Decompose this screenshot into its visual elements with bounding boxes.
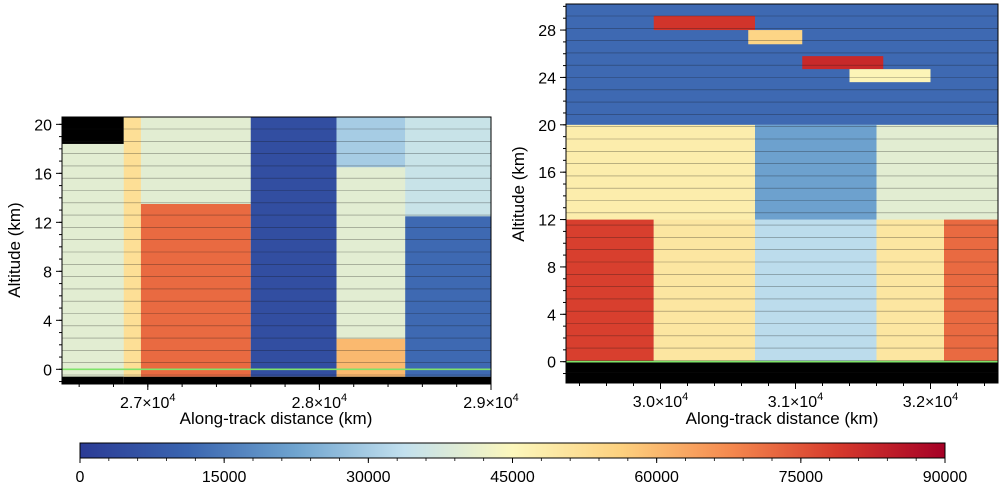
left-heatmap-cell [62, 376, 124, 384]
right-heatmap-cell [566, 219, 654, 362]
right-x-tick-exponent: 4 [952, 391, 958, 403]
left-y-axis-label: Altitude (km) [5, 202, 24, 297]
right-plot-frame [565, 3, 999, 384]
left-heatmap-cell [336, 338, 406, 377]
right-heatmap-cell [802, 56, 884, 70]
right-x-tick-mantissa: 3.0×10 [633, 394, 682, 411]
colorbar-tick-label: 0 [76, 469, 85, 486]
left-heatmap-cell [405, 216, 491, 377]
colorbar-tick-label: 60000 [634, 469, 679, 486]
right-heatmap-cell [653, 15, 755, 31]
right-heatmap-cell [566, 4, 998, 125]
right-heatmap-cell [849, 69, 931, 83]
left-x-tick-mantissa: 2.7×10 [120, 395, 169, 412]
left-x-tick-exponent: 4 [169, 392, 175, 404]
right-y-tick-label: 8 [547, 260, 556, 277]
left-heatmap-cell [140, 203, 251, 377]
right-heatmap-cell [876, 219, 944, 362]
left-heatmap-cells [62, 117, 491, 384]
right-x-tick-exponent: 4 [682, 391, 688, 403]
left-x-tick-label: 2.8×104 [292, 392, 348, 412]
left-x-tick-label: 2.7×104 [120, 392, 176, 412]
right-heatmap-cell [566, 361, 998, 383]
left-heatmap-cell [123, 376, 491, 384]
right-y-tick-label: 12 [538, 213, 556, 230]
left-y-tick-label: 12 [34, 215, 52, 232]
left-heatmap-cell [62, 117, 124, 144]
right-y-tick-label: 24 [538, 70, 556, 87]
left-y-tick-label: 4 [43, 313, 52, 330]
left-x-tick-exponent: 4 [513, 392, 519, 404]
left-heatmap-cell [140, 117, 251, 204]
right-heatmap-cells [566, 4, 998, 383]
left-heatmap-cell [336, 117, 406, 168]
colorbar-tick-label: 75000 [779, 469, 824, 486]
right-y-tick-label: 0 [547, 355, 556, 372]
right-y-axis-label: Altitude (km) [509, 146, 528, 241]
left-heatmap-cell [405, 117, 491, 217]
right-heatmap-cell [566, 124, 755, 220]
right-x-tick-label: 3.0×104 [633, 391, 689, 411]
right-heatmap-cell [755, 219, 877, 362]
left-x-tick-exponent: 4 [341, 392, 347, 404]
right-heatmap-cell [653, 219, 755, 362]
left-heatmap-cell [250, 117, 337, 377]
right-heatmap-cell [944, 219, 998, 362]
colorbar-tick-label: 45000 [490, 469, 535, 486]
right-y-tick-label: 20 [538, 118, 556, 135]
left-heatmap-cell [123, 117, 141, 377]
right-x-tick-label: 3.2×104 [903, 391, 959, 411]
right-x-axis-label: Along-track distance (km) [686, 409, 879, 428]
right-y-tick-label: 4 [547, 307, 556, 324]
left-y-tick-label: 8 [43, 264, 52, 281]
right-layer-lines [566, 15, 998, 374]
right-y-tick-label: 28 [538, 23, 556, 40]
right-heatmap-cell [755, 124, 877, 220]
left-y-tick-label: 20 [34, 117, 52, 134]
left-y-tick-label: 0 [43, 362, 52, 379]
right-x-tick-mantissa: 3.1×10 [768, 394, 817, 411]
left-heatmap-cell [336, 167, 406, 339]
right-heatmap-cell [748, 30, 803, 45]
colorbar-tick-label: 15000 [202, 469, 247, 486]
right-x-tick-label: 3.1×104 [768, 391, 824, 411]
right-x-tick-exponent: 4 [817, 391, 823, 403]
left-x-tick-mantissa: 2.8×10 [292, 395, 341, 412]
left-y-axis: 0 4 8 12 16 20 [34, 117, 62, 383]
left-x-tick-label: 2.9×104 [463, 392, 519, 412]
right-x-tick-mantissa: 3.2×10 [903, 394, 952, 411]
left-plot-frame [61, 116, 492, 385]
right-heatmap-cell [876, 124, 998, 220]
colorbar-tick-label: 30000 [346, 469, 391, 486]
left-layer-lines [62, 128, 491, 376]
colorbar-ticks: 0 15000 30000 45000 60000 75000 90000 [76, 458, 968, 486]
right-y-tick-label: 16 [538, 165, 556, 182]
colorbar-tick-label: 90000 [923, 469, 968, 486]
left-x-axis-label: Along-track distance (km) [180, 409, 373, 428]
right-x-axis: 3.0×104 3.1×104 3.2×104 [579, 383, 985, 411]
colorbar: 0 15000 30000 45000 60000 75000 90000 [76, 442, 968, 486]
left-x-axis: 2.7×104 2.8×104 2.9×104 [78, 384, 519, 412]
colorbar-gradient [79, 442, 946, 459]
left-x-tick-mantissa: 2.9×10 [463, 395, 512, 412]
left-y-tick-label: 16 [34, 166, 52, 183]
right-y-axis: 0 4 8 12 16 20 24 28 [538, 5, 566, 375]
